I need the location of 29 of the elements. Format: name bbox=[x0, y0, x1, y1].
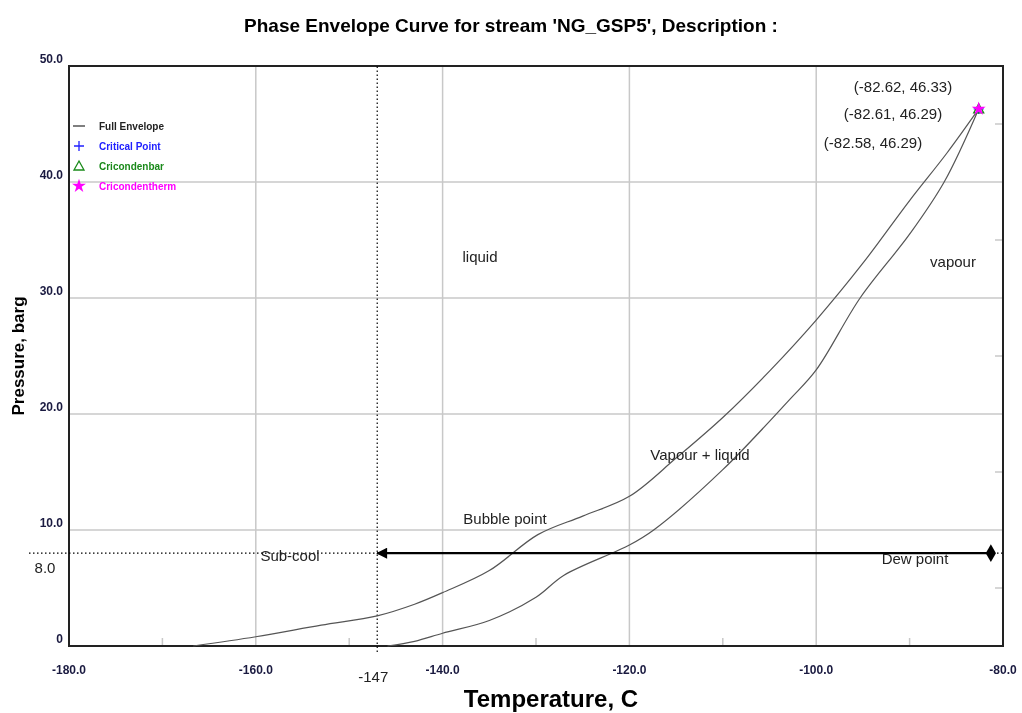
annotation: vapour bbox=[930, 252, 976, 270]
x-tick-label: -80.0 bbox=[989, 663, 1017, 677]
x-tick-label: -120.0 bbox=[612, 663, 647, 677]
y-tick-label: 0 bbox=[56, 632, 64, 646]
annotation: Bubble point bbox=[463, 509, 548, 527]
legend-label: Cricondenbar bbox=[99, 161, 165, 172]
y-tick-label: 40.0 bbox=[39, 168, 64, 182]
legend-label: Full Envelope bbox=[99, 121, 165, 132]
y-tick-label: 50.0 bbox=[39, 52, 64, 66]
ref-line-label: -147 bbox=[358, 668, 389, 685]
annotation: Sub-cool bbox=[260, 546, 320, 564]
annotation: (-82.61, 46.29) bbox=[843, 104, 943, 122]
x-tick-label: -160.0 bbox=[238, 663, 274, 677]
x-axis-title: Temperature, C bbox=[463, 685, 639, 712]
x-tick-label: -180.0 bbox=[51, 663, 87, 677]
ref-line-label: 8.0 bbox=[34, 559, 56, 577]
annotation: (-82.58, 46.29) bbox=[823, 133, 923, 151]
y-axis-title: Pressure, barg bbox=[9, 296, 28, 416]
x-tick-label: -140.0 bbox=[425, 663, 460, 677]
annotation: liquid bbox=[462, 247, 498, 265]
y-tick-label: 10.0 bbox=[39, 516, 64, 530]
annotation: Dew point bbox=[881, 549, 950, 567]
chart-title: Phase Envelope Curve for stream 'NG_GSP5', Description : bbox=[244, 15, 778, 36]
y-tick-label: 20.0 bbox=[39, 400, 64, 414]
annotation: (-82.62, 46.33) bbox=[853, 77, 953, 95]
legend-label: Cricondentherm bbox=[99, 181, 177, 192]
x-tick-label: -100.0 bbox=[799, 663, 834, 677]
y-tick-label: 30.0 bbox=[39, 284, 64, 298]
legend-label: Critical Point bbox=[99, 141, 162, 152]
